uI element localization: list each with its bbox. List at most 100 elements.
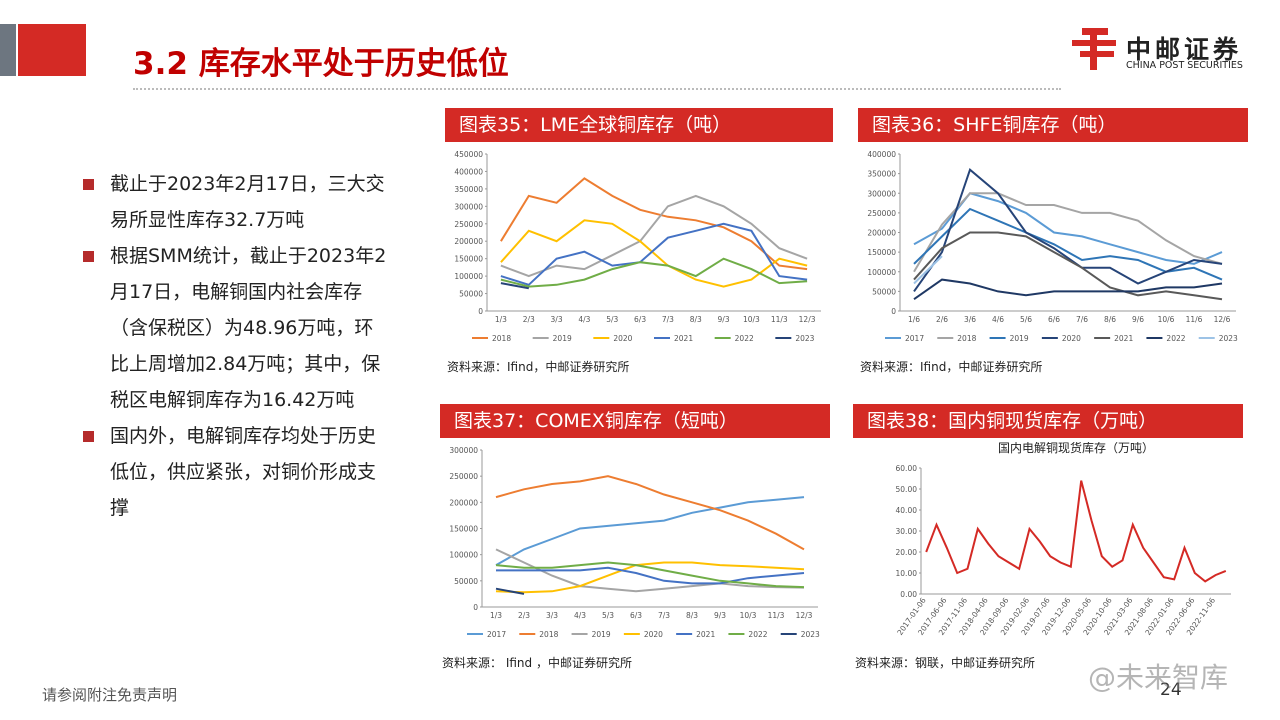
chart: 0 50000 100000 150000 200000 250000 300000 3500… <box>454 150 821 343</box>
legend-label: 2020 <box>613 334 632 343</box>
page-number: 24 <box>1160 680 1182 700</box>
legend-label: 2021 <box>674 334 693 343</box>
series-line <box>495 561 805 589</box>
x-tick-label: 1/3 <box>490 611 502 620</box>
bullet: 截止于2023年2月17日，三大交易所显性库存32.7万吨 <box>80 166 390 238</box>
y-tick-label: 40.00 <box>896 506 918 515</box>
series-line <box>913 207 1223 281</box>
legend-label: 2019 <box>1010 334 1029 343</box>
legend-label: 2018 <box>492 334 511 343</box>
y-tick-label: 150000 <box>449 525 478 534</box>
y-tick-label: 250000 <box>867 209 896 218</box>
chart-title: 图表36：SHFE铜库存（吨） <box>858 108 1248 142</box>
chart: 0 50000 100000 150000 200000 250000 300000 1/3 2… <box>449 446 820 639</box>
x-tick-label: 3/3 <box>546 611 558 620</box>
series-line <box>500 219 808 288</box>
legend-label: 2022 <box>1166 334 1185 343</box>
y-tick-label: 250000 <box>454 220 483 229</box>
y-tick-label: 300000 <box>454 202 483 211</box>
y-tick-label: 50000 <box>459 290 483 299</box>
logo-text: 中邮证券 <box>1126 35 1243 64</box>
chart: 0 50000 100000 150000 200000 250000 300000 3500… <box>867 150 1238 343</box>
x-tick-label: 9/3 <box>718 315 730 324</box>
y-tick-label: 200000 <box>449 498 478 507</box>
y-tick-label: 150000 <box>454 255 483 264</box>
x-tick-label: 8/6 <box>1104 315 1116 324</box>
legend-label: 2019 <box>592 630 611 639</box>
y-tick-label: 50.00 <box>896 485 918 494</box>
series-line <box>495 561 805 594</box>
y-tick-label: 200000 <box>867 229 896 238</box>
series-line <box>495 587 525 595</box>
legend-label: 2023 <box>795 334 814 343</box>
chart-subtitle: 国内电解铜现货库存（万吨） <box>998 442 1154 455</box>
logo-icon <box>1072 28 1116 70</box>
legend-label: 2017 <box>487 630 506 639</box>
x-tick-label: 9/3 <box>714 611 726 620</box>
series-line <box>913 255 943 285</box>
x-tick-label: 3/3 <box>551 315 563 324</box>
y-tick-label: 100000 <box>449 551 478 560</box>
x-tick-label: 11/3 <box>771 315 788 324</box>
x-tick-label: 12/3 <box>796 611 813 620</box>
x-tick-label: 8/3 <box>690 315 702 324</box>
header-block <box>18 24 86 76</box>
legend-label: 2021 <box>696 630 715 639</box>
x-tick-label: 1/3 <box>495 315 507 324</box>
x-tick-label: 1/6 <box>908 315 920 324</box>
x-tick-label: 2/3 <box>523 315 535 324</box>
x-tick-label: 10/3 <box>740 611 757 620</box>
x-tick-label: 7/6 <box>1076 315 1088 324</box>
x-tick-label: 5/6 <box>1020 315 1032 324</box>
x-tick-label: 12/3 <box>799 315 816 324</box>
y-tick-label: 60.00 <box>896 464 918 473</box>
legend-label: 2022 <box>748 630 767 639</box>
series-line <box>500 257 808 288</box>
series-line <box>500 194 808 278</box>
y-tick-label: 450000 <box>454 150 483 159</box>
series-line <box>913 231 1223 301</box>
x-tick-label: 6/3 <box>634 315 646 324</box>
legend-label: 2023 <box>1219 334 1238 343</box>
y-tick-label: 0 <box>891 307 896 316</box>
x-tick-label: 8/3 <box>686 611 698 620</box>
y-tick-label: 0.00 <box>900 590 917 599</box>
y-tick-label: 200000 <box>454 237 483 246</box>
y-tick-label: 50000 <box>872 287 896 296</box>
series-line <box>913 192 1223 273</box>
y-tick-label: 300000 <box>867 189 896 198</box>
y-tick-label: 250000 <box>449 472 478 481</box>
y-tick-label: 0 <box>478 307 483 316</box>
chart-source: 资料来源：Ifind，中邮证券研究所 <box>860 360 1043 374</box>
x-tick-label: 6/3 <box>630 611 642 620</box>
y-tick-label: 10.00 <box>896 569 918 578</box>
bullet-list: 截止于2023年2月17日，三大交易所显性库存32.7万吨 根据SMM统计，截止… <box>80 166 390 526</box>
x-tick-label: 3/6 <box>964 315 976 324</box>
series-line <box>925 480 1227 583</box>
series-line <box>913 278 1223 301</box>
x-tick-label: 4/6 <box>992 315 1004 324</box>
x-tick-label: 9/6 <box>1132 315 1144 324</box>
x-tick-label: 7/3 <box>662 315 674 324</box>
series-line <box>495 496 805 566</box>
watermark: @未来智库 <box>1088 661 1229 694</box>
legend-label: 2023 <box>801 630 820 639</box>
series-line <box>913 167 1223 292</box>
legend-label: 2018 <box>957 334 976 343</box>
y-tick-label: 100000 <box>454 272 483 281</box>
chart-title: 图表35：LME全球铜库存（吨） <box>445 108 833 142</box>
y-tick-label: 30.00 <box>896 527 918 536</box>
x-tick-label: 10/3 <box>743 315 760 324</box>
legend-label: 2017 <box>905 334 924 343</box>
chart-title: 图表38：国内铜现货库存（万吨） <box>853 404 1243 438</box>
disclaimer: 请参阅附注免责声明 <box>42 686 178 704</box>
x-tick-label: 11/6 <box>1186 315 1203 324</box>
y-tick-label: 50000 <box>454 577 478 586</box>
y-tick-label: 100000 <box>867 268 896 277</box>
x-tick-label: 11/3 <box>768 611 785 620</box>
x-tick-label: 6/6 <box>1048 315 1060 324</box>
y-tick-label: 400000 <box>867 150 896 159</box>
x-tick-label: 4/3 <box>574 611 586 620</box>
legend-label: 2019 <box>553 334 572 343</box>
